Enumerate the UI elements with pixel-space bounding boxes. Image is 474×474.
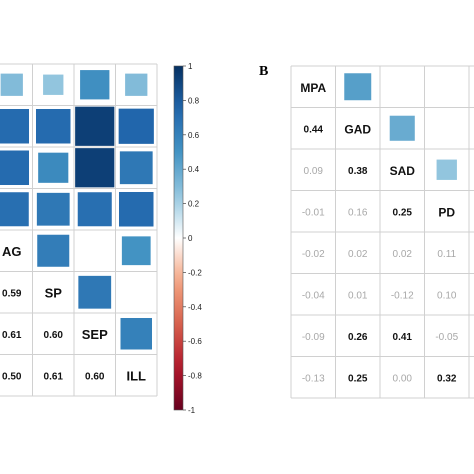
panel-a-correlation-square — [80, 70, 110, 100]
panel-b-coefficient: 0.10 — [437, 290, 457, 301]
panel-b-correlation-square — [436, 159, 457, 180]
panel-a-correlation-square — [0, 73, 23, 96]
panel-a-coefficient: 0.60 — [44, 330, 64, 341]
colorbar-tick-label: -0.2 — [188, 268, 202, 277]
panel-a-coefficient: 0.60 — [85, 371, 105, 382]
panel-b-variable-label: GAD — [344, 122, 371, 136]
colorbar-tick-label: 0 — [188, 234, 193, 243]
panel-b-coefficient: 0.41 — [393, 332, 413, 343]
panel-a-correlation-square — [0, 108, 30, 144]
panel-a-coefficient: 0.59 — [2, 288, 22, 299]
panel-b-coefficient: 0.38 — [348, 166, 368, 177]
panel-a-correlation-square — [120, 317, 153, 350]
panel-b-coefficient: -0.05 — [435, 332, 458, 343]
panel-b-coefficient: 0.16 — [348, 207, 368, 218]
colorbar-tick-label: 1 — [188, 62, 193, 71]
panel-a-correlation-square — [75, 148, 115, 188]
panel-b-correlation-square — [389, 115, 415, 141]
colorbar-tick-label: -1 — [188, 406, 196, 415]
panel-b-coefficient: 0.02 — [348, 249, 368, 260]
colorbar-tick-label: -0.6 — [188, 337, 202, 346]
panel-b-correlation-square — [344, 73, 372, 101]
panel-b-variable-label: SAD — [390, 164, 416, 178]
panel-a-correlation-square — [0, 150, 30, 186]
panel-a-correlation-square — [36, 192, 70, 226]
panel-a-correlation-square — [78, 275, 112, 309]
panel-a-correlation-square — [121, 236, 151, 266]
colorbar-tick-label: 0.8 — [188, 96, 200, 105]
panel-a-variable-label: ILL — [127, 368, 147, 383]
panel-b-coefficient: -0.12 — [391, 290, 414, 301]
colorbar-tick-label: -0.4 — [188, 303, 202, 312]
panel-b-coefficient: 0.01 — [348, 290, 368, 301]
panel-a-correlation-square — [118, 191, 154, 227]
panel-b-correlation-matrix: B MPA GAD SAD PD 0.44 0.09 0.38 -0.01 0.16 0.25 -0… — [259, 64, 474, 399]
panel-a-correlation-square — [43, 74, 64, 95]
panel-b-coefficient: -0.01 — [302, 207, 325, 218]
colorbar-gradient — [173, 65, 184, 411]
panel-b-variable-label: PD — [438, 205, 455, 219]
panel-b-coefficient: 0.26 — [348, 332, 368, 343]
colorbar-tick-label: 0.6 — [188, 131, 200, 140]
panel-b-coefficient: 0.25 — [348, 373, 368, 384]
panel-a-correlation-square — [118, 108, 154, 144]
panel-b-coefficient: 0.44 — [304, 124, 324, 135]
panel-a-coefficient: 0.61 — [44, 371, 64, 382]
panel-a-correlation-square — [35, 108, 71, 144]
colorbar-tick-label: 0.2 — [188, 200, 200, 209]
panel-b-variable-label: MPA — [300, 81, 326, 95]
panel-b-coefficient: 0.32 — [437, 373, 457, 384]
panel-a-coefficient: 0.50 — [2, 371, 22, 382]
colorbar-tick-label: -0.8 — [188, 372, 202, 381]
panel-b-coefficient: 0.02 — [393, 249, 413, 260]
panel-a-correlation-square — [37, 234, 70, 267]
panel-a-correlation-square — [38, 152, 69, 183]
panel-a-variable-label: SEP — [82, 327, 108, 342]
panel-a-correlation-square — [119, 151, 153, 185]
panel-a-correlation-square — [75, 106, 115, 146]
panel-b-coefficient: 0.25 — [393, 207, 413, 218]
colorbar: 1 0.8 0.6 0.4 0.2 0 -0.2 -0.4 -0.6 -0.8 -1 — [173, 62, 202, 415]
panel-b-coefficient: 0.00 — [393, 373, 413, 384]
colorbar-tick-label: 0.4 — [188, 165, 200, 174]
panel-b-coefficient: 0.09 — [304, 166, 324, 177]
panel-b-coefficient: -0.13 — [302, 373, 325, 384]
panel-b-coefficient: -0.02 — [302, 249, 325, 260]
panel-b-coefficient: -0.04 — [302, 290, 325, 301]
panel-a-correlation-square — [77, 192, 112, 227]
panel-b-coefficient: -0.09 — [302, 332, 325, 343]
panel-a-variable-label: SP — [45, 285, 63, 300]
panel-a-coefficient: 0.61 — [2, 330, 22, 341]
panel-a-variable-label: AG — [2, 244, 22, 259]
panel-a-correlation-matrix: AG SP SEP ILL 0.59 0.61 0.60 0.50 0.61 0.60 — [0, 63, 158, 397]
panel-a-correlation-square — [0, 192, 29, 227]
panel-a-correlation-square — [125, 73, 148, 96]
panel-b-coefficient: 0.11 — [437, 249, 456, 260]
panel-b-letter: B — [259, 64, 268, 79]
